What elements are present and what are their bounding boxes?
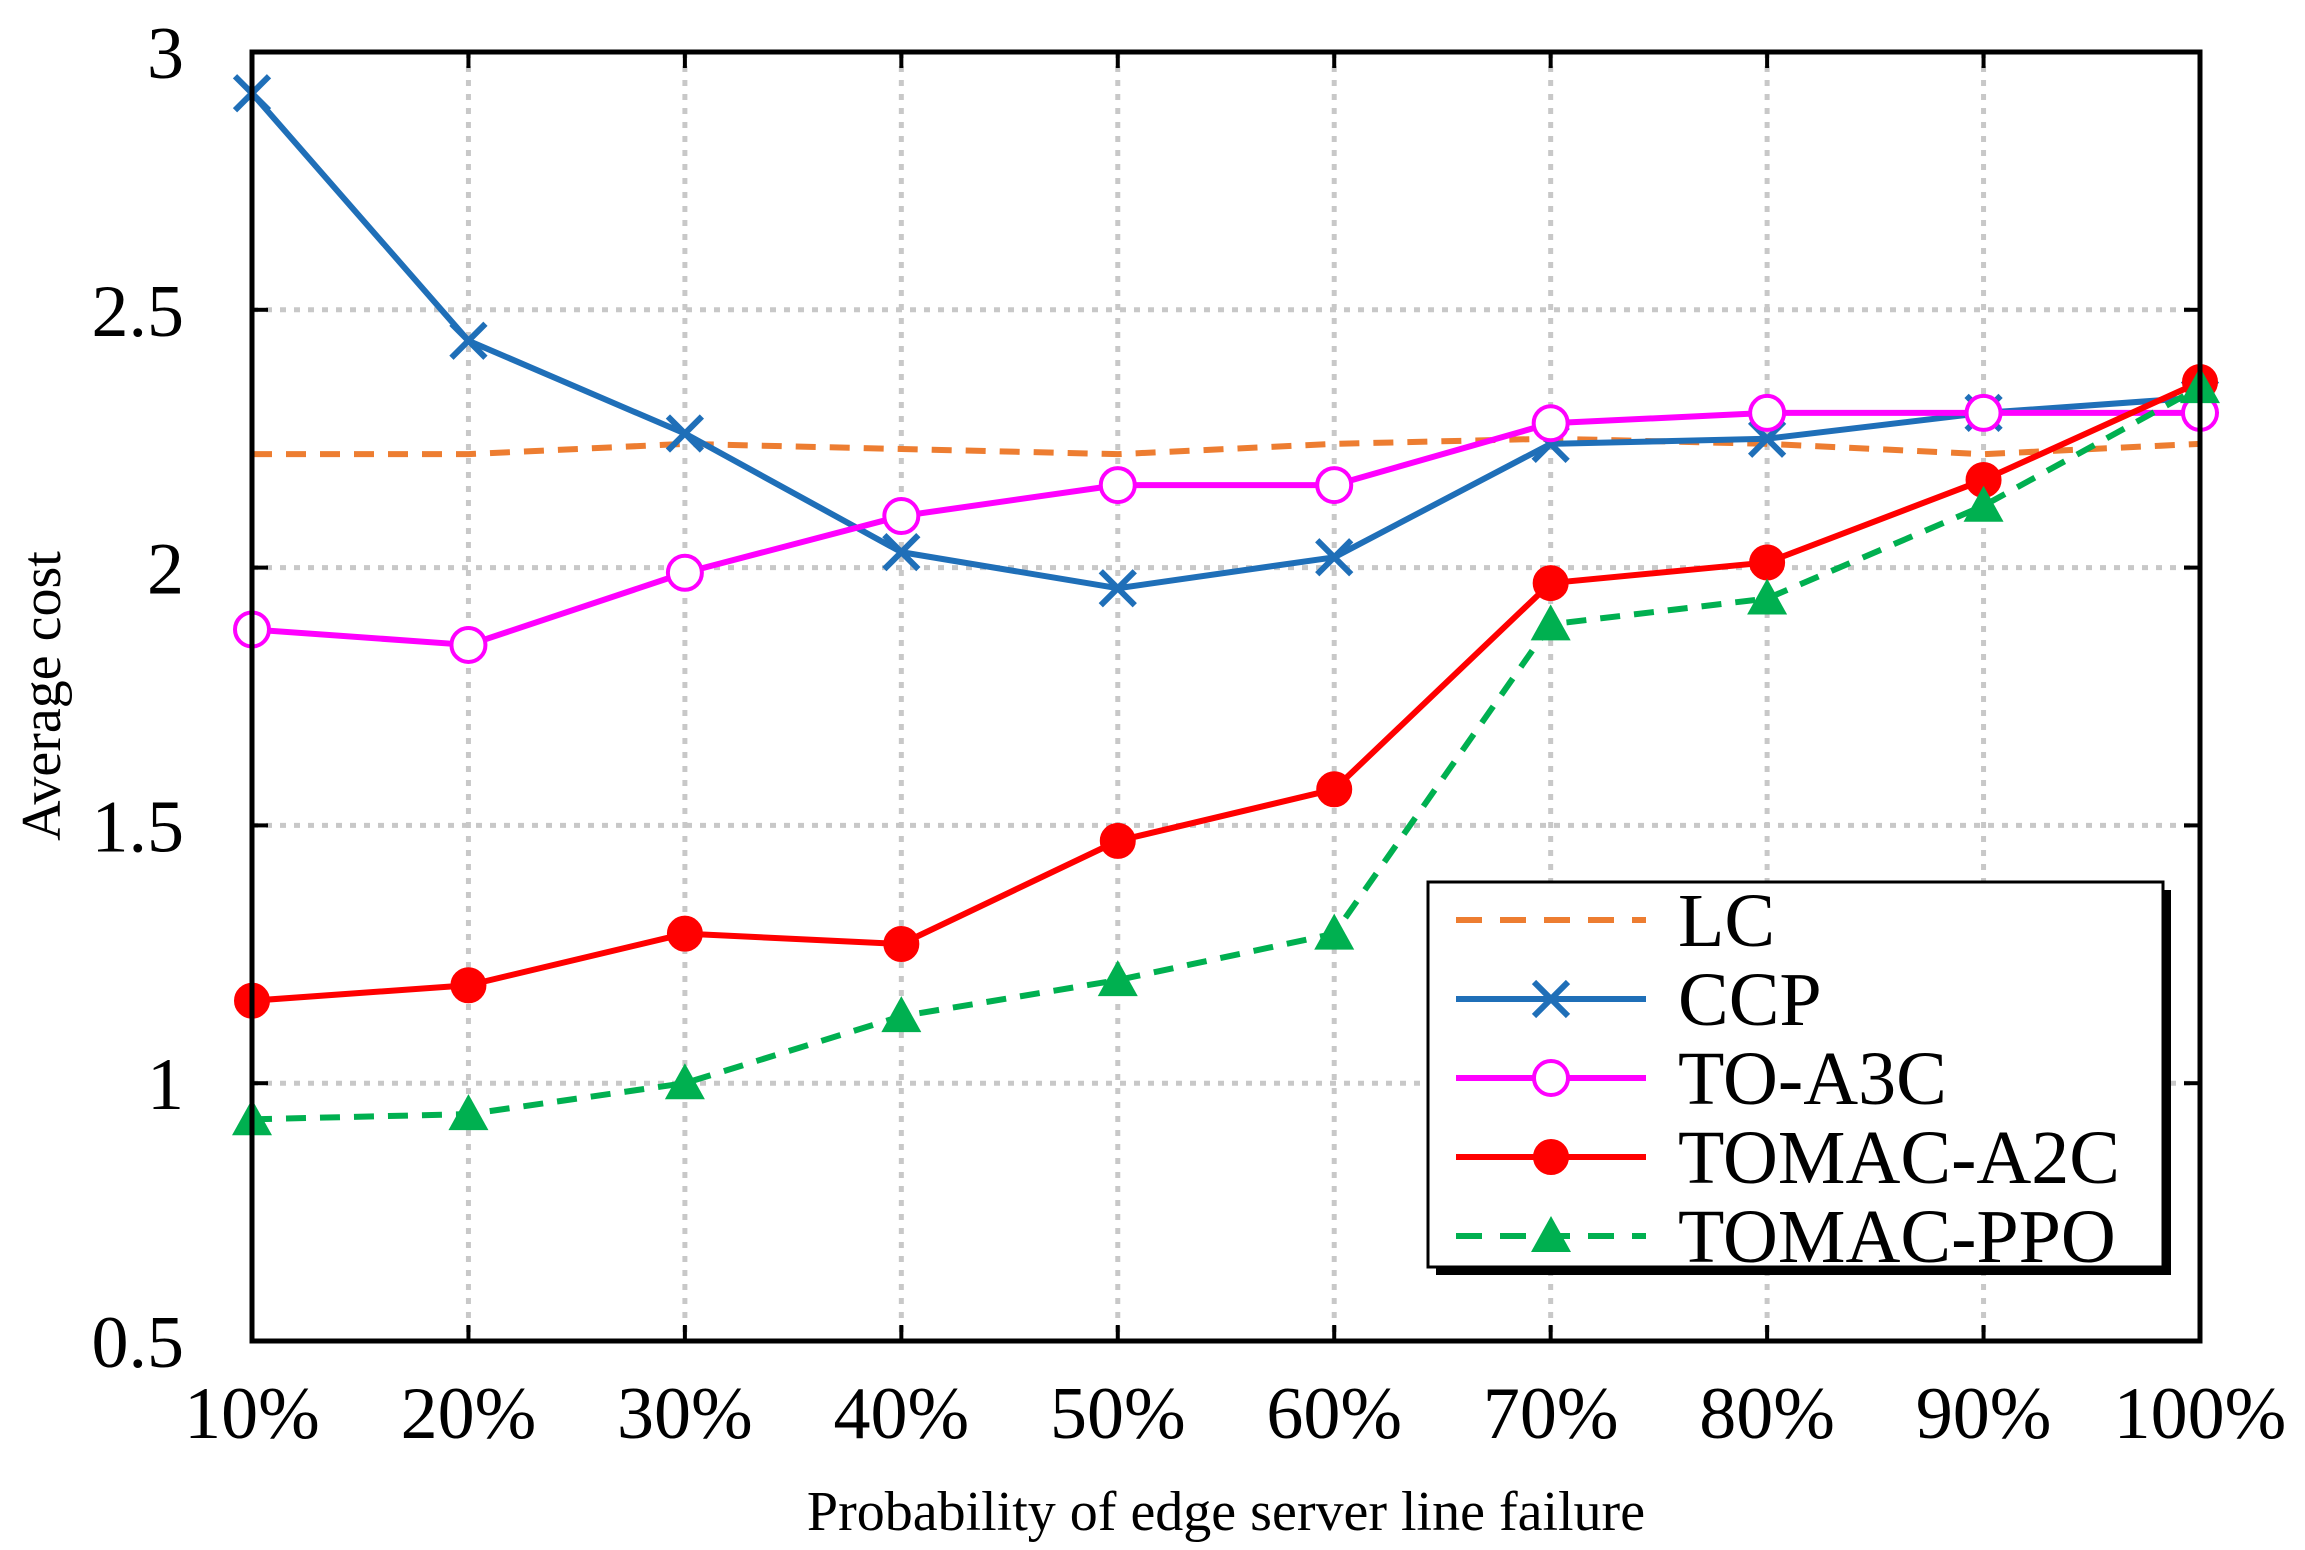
x-tick-label: 90% [1916, 1373, 2052, 1455]
x-tick-label: 100% [2114, 1373, 2287, 1455]
data-point [449, 625, 488, 664]
data-point [665, 553, 704, 592]
data-point [1749, 544, 1786, 581]
legend-item: LC [1456, 879, 1775, 963]
legend-item: TO-A3C [1456, 1037, 1947, 1121]
legend-label: CCP [1678, 958, 1822, 1042]
series-line [251, 409, 2200, 648]
y-tick-label: 1.5 [92, 786, 185, 868]
x-axis-title: Probability of edge server line failure [807, 1481, 1645, 1543]
y-axis-title: Average cost [11, 551, 73, 841]
data-point [450, 967, 487, 1004]
series-line [251, 384, 2202, 1123]
y-tick-label: 2 [147, 529, 184, 611]
data-point [1531, 404, 1570, 443]
data-point [1747, 578, 1788, 615]
data-point [666, 915, 703, 952]
data-point [1315, 538, 1354, 577]
x-tick-label: 70% [1483, 1373, 1619, 1455]
data-point [883, 925, 920, 962]
data-point [1315, 466, 1354, 505]
data-point [1098, 466, 1137, 505]
x-tick-label: 50% [1050, 1373, 1186, 1455]
legend-marker [1531, 979, 1571, 1019]
series-line [252, 435, 2201, 458]
x-tick-label: 30% [617, 1373, 753, 1455]
legend-marker [1533, 1139, 1569, 1175]
data-point [1748, 393, 1787, 432]
y-tick-label: 0.5 [92, 1302, 185, 1384]
data-point [1098, 569, 1137, 608]
data-point [664, 1063, 705, 1100]
data-point [1314, 913, 1355, 950]
data-point [881, 996, 922, 1033]
x-tick-label: 40% [834, 1373, 970, 1455]
data-point [449, 321, 488, 360]
data-point [882, 533, 921, 572]
data-point [1964, 393, 2003, 432]
data-point [1963, 485, 2004, 522]
y-tick-label: 1 [147, 1044, 184, 1126]
legend-marker [1531, 1216, 1571, 1252]
legend-label: TOMAC-PPO [1678, 1195, 2116, 1279]
series-ccp [232, 74, 2220, 608]
data-point [1316, 771, 1353, 808]
legend-label: TOMAC-A2C [1678, 1116, 2120, 1200]
axes: 10% 20% 30% 40% 50% 60% 70% 80% 90% 100% 0.5 1 1.5 2 2… [92, 13, 2287, 1455]
x-tick-label: 10% [184, 1373, 320, 1455]
plot-frame [249, 49, 2203, 1344]
series-to-a3c [233, 393, 2219, 664]
series-line [251, 379, 2202, 1004]
data-point [1097, 960, 1138, 997]
grid [252, 52, 2200, 1341]
x-tick-label: 80% [1699, 1373, 1835, 1455]
x-tick-label: 60% [1266, 1373, 1402, 1455]
data-point [1532, 565, 1569, 602]
y-tick-label: 3 [147, 13, 184, 95]
legend-marker [1532, 1059, 1570, 1097]
data-point [665, 414, 705, 453]
y-tick-label: 2.5 [92, 271, 185, 353]
data-point [1099, 822, 1136, 859]
legend-label: LC [1678, 879, 1775, 963]
series-tomac-ppo [232, 367, 2220, 1136]
data-point [1530, 604, 1571, 641]
legend-item: CCP [1456, 958, 1822, 1042]
legend-item: TOMAC-PPO [1456, 1195, 2116, 1279]
series-lc [252, 435, 2201, 458]
legend-item: TOMAC-A2C [1456, 1116, 2120, 1200]
series-line [249, 91, 2201, 592]
x-tick-label: 20% [401, 1373, 537, 1455]
data-point [448, 1094, 489, 1131]
legend-label: TO-A3C [1678, 1037, 1947, 1121]
data-point [882, 497, 921, 536]
